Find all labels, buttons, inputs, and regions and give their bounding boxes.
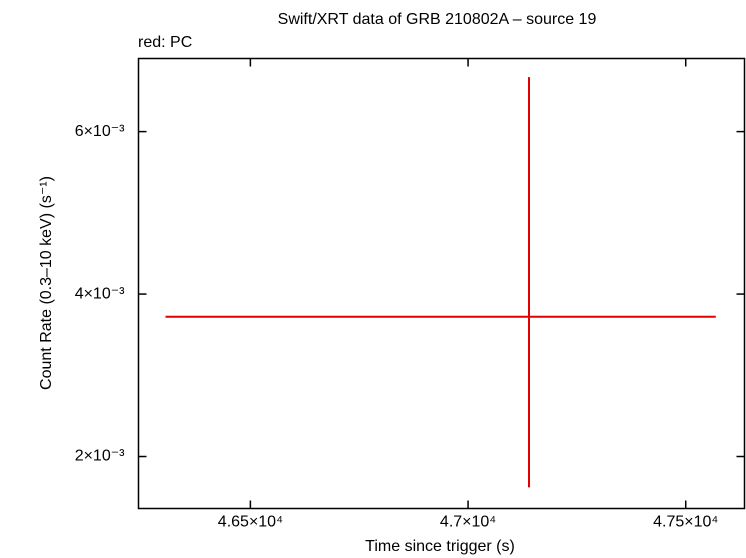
x-tick-label: 4.75×10⁴ — [653, 514, 718, 531]
y-axis-label: Count Rate (0.3–10 keV) (s⁻¹) — [38, 176, 55, 390]
plot-frame — [137, 57, 746, 510]
y-tick-label: 2×10⁻³ — [75, 448, 125, 465]
subtitle: red: PC — [138, 34, 192, 51]
x-tick-label: 4.7×10⁴ — [440, 514, 496, 531]
y-tick-label: 4×10⁻³ — [75, 285, 125, 302]
y-tick-label: 6×10⁻³ — [75, 123, 125, 140]
chart-title: Swift/XRT data of GRB 210802A – source 1… — [278, 11, 597, 28]
x-axis-label: Time since trigger (s) — [365, 538, 515, 555]
x-tick-label: 4.65×10⁴ — [218, 514, 283, 531]
